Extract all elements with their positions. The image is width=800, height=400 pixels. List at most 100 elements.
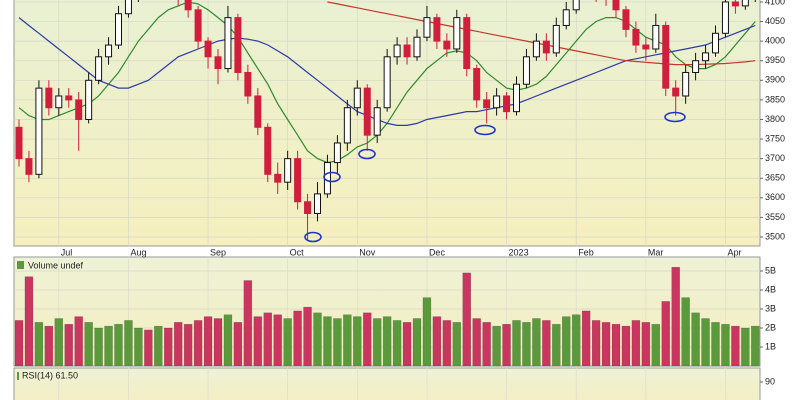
- rsi-title: RSI(14) 61.50: [22, 370, 78, 380]
- volume-bar: [54, 318, 64, 367]
- volume-bar: [382, 316, 392, 367]
- moving-average-line: [327, 1, 756, 66]
- candle-body: [274, 173, 282, 183]
- x-tick-label: Sep: [210, 247, 226, 257]
- candle-body: [632, 28, 640, 46]
- candle-body: [284, 158, 292, 183]
- volume-bar: [303, 306, 312, 367]
- volume-bar: [104, 325, 113, 367]
- x-tick-label: Feb: [578, 247, 594, 257]
- volume-bar: [372, 318, 382, 367]
- candle-body: [731, 1, 739, 7]
- volume-bar: [273, 314, 282, 367]
- volume-bar: [631, 320, 641, 367]
- y-tick-label: 4050: [765, 16, 785, 26]
- volume-bar: [432, 316, 442, 367]
- candle-body: [503, 95, 511, 113]
- candle-body: [75, 99, 83, 120]
- candle-body: [642, 44, 650, 50]
- candle-body: [35, 87, 43, 175]
- volume-bar: [402, 322, 412, 367]
- x-tick-label: Mar: [648, 247, 664, 257]
- volume-bar: [154, 325, 163, 367]
- candle-body: [353, 87, 361, 109]
- y-tick-label: 4B: [765, 284, 776, 294]
- volume-title: Volume undef: [28, 260, 84, 270]
- moving-average-line: [18, 17, 756, 126]
- candle-body: [294, 158, 302, 203]
- candle-body: [522, 56, 530, 85]
- candle-body: [194, 9, 202, 42]
- candle-body: [612, 0, 620, 11]
- volume-bar: [681, 297, 690, 367]
- y-tick-label: 3900: [765, 75, 785, 85]
- y-tick-label: 90: [765, 376, 775, 386]
- candle-body: [552, 24, 560, 54]
- y-tick-label: 5B: [765, 265, 776, 275]
- candle-body: [85, 79, 93, 120]
- candle-body: [423, 17, 431, 38]
- volume-bar: [442, 320, 452, 367]
- volume-bar: [462, 272, 471, 367]
- volume-bar: [263, 312, 272, 367]
- volume-bar: [532, 318, 541, 367]
- candle-body: [622, 9, 630, 30]
- y-tick-label: 3B: [765, 303, 776, 313]
- marker: [323, 171, 341, 183]
- x-tick-label: Oct: [290, 247, 305, 257]
- volume-bar: [14, 320, 24, 367]
- y-tick-label: 1B: [765, 341, 776, 351]
- volume-bar: [363, 312, 372, 367]
- volume-bar: [313, 312, 322, 367]
- volume-bar: [452, 322, 462, 367]
- candle-body: [413, 36, 421, 58]
- volume-bar: [392, 320, 402, 367]
- candle-body: [443, 40, 451, 50]
- y-tick-label: 3650: [765, 173, 785, 183]
- volume-bar: [601, 322, 611, 367]
- volume-bar: [323, 316, 332, 367]
- volume-bar: [492, 325, 501, 367]
- volume-bar: [233, 322, 243, 367]
- candle-body: [453, 17, 461, 50]
- candle-body: [682, 71, 690, 97]
- volume-bar: [353, 316, 362, 367]
- x-tick-label: Jul: [61, 247, 73, 257]
- candle-body: [105, 44, 113, 58]
- volume-bar: [243, 280, 253, 367]
- volume-bar: [223, 314, 233, 367]
- marker: [664, 111, 686, 123]
- candle-body: [25, 158, 33, 175]
- y-tick-label: 3950: [765, 55, 785, 65]
- candle-body: [702, 52, 710, 62]
- candle-body: [363, 87, 371, 136]
- volume-bar: [84, 322, 93, 367]
- volume-bar: [512, 320, 521, 367]
- candle-body: [532, 40, 540, 58]
- volume-bar: [661, 301, 670, 367]
- candle-body: [662, 24, 670, 89]
- volume-bar: [253, 316, 263, 367]
- volume-bar: [144, 329, 153, 367]
- y-tick-label: 3500: [765, 231, 785, 241]
- candle-body: [314, 193, 321, 214]
- volume-bar: [283, 318, 292, 367]
- candle-body: [652, 24, 660, 50]
- x-tick-label: 2023: [509, 247, 529, 257]
- volume-bar: [164, 327, 173, 367]
- volume-bar: [562, 316, 571, 367]
- marker: [474, 124, 496, 136]
- y-tick-label: 3700: [765, 153, 785, 163]
- y-tick-label: 4000: [765, 36, 785, 46]
- candle-body: [542, 40, 550, 54]
- candle-body: [562, 9, 570, 26]
- candle-body: [343, 107, 351, 144]
- y-tick-label: 4100: [765, 0, 785, 6]
- rsi-icon: [17, 372, 19, 380]
- candle-body: [304, 201, 312, 214]
- volume-bar: [94, 327, 103, 367]
- candle-body: [672, 87, 680, 97]
- candle-body: [45, 87, 53, 109]
- x-tick-label: Dec: [429, 247, 446, 257]
